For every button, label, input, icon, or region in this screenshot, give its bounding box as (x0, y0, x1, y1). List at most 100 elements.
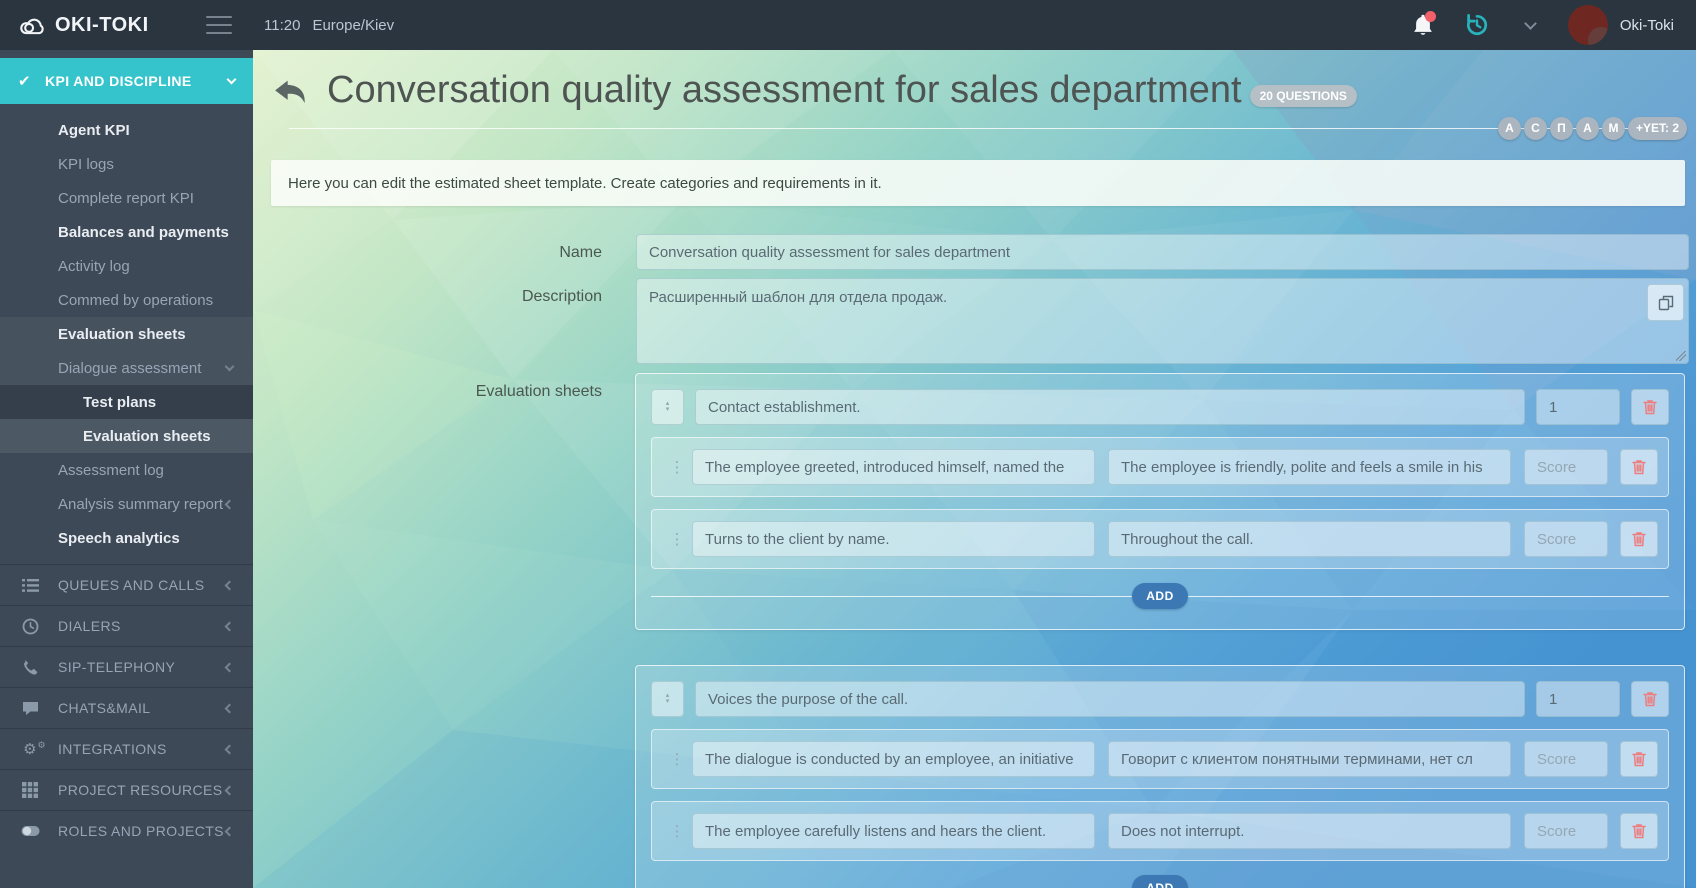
sidebar-item-label: Commed by operations (58, 291, 214, 309)
cloud-logo-icon (20, 18, 44, 35)
chevron-left-icon (224, 785, 235, 795)
user-avatar-badge[interactable]: M (1601, 117, 1625, 140)
sidebar-item-assessment-log[interactable]: Assessment log (0, 453, 253, 487)
score-input[interactable] (1524, 521, 1608, 557)
copy-icon (1658, 295, 1673, 310)
info-banner: Here you can edit the estimated sheet te… (271, 160, 1685, 206)
sidebar: ✔ KPI AND DISCIPLINE Agent KPI KPI logs … (0, 50, 253, 888)
sidebar-item-kpi-and-discipline[interactable]: ✔ KPI AND DISCIPLINE (0, 58, 253, 104)
category-weight-input[interactable] (1536, 389, 1620, 425)
user-avatar-badge[interactable]: П (1549, 117, 1573, 140)
account-menu-button[interactable] (1504, 0, 1558, 50)
brand-logo[interactable]: OKI-TOKI (0, 14, 190, 37)
sidebar-item-complete-report-kpi[interactable]: Complete report KPI (0, 181, 253, 215)
delete-question-button[interactable] (1620, 813, 1658, 849)
add-question-button[interactable]: ADD (1132, 583, 1188, 609)
score-input[interactable] (1524, 449, 1608, 485)
delete-question-button[interactable] (1620, 521, 1658, 557)
notifications-button[interactable] (1396, 0, 1450, 50)
delete-category-button[interactable] (1631, 681, 1669, 717)
drag-handle-icon[interactable]: ⋮ (669, 823, 685, 840)
criterion-input[interactable] (1108, 741, 1511, 777)
sidebar-item-label: KPI logs (58, 155, 114, 173)
back-button[interactable] (271, 74, 311, 119)
delete-question-button[interactable] (1620, 449, 1658, 485)
name-input[interactable] (636, 234, 1689, 270)
delete-category-button[interactable] (1631, 389, 1669, 425)
add-question-button[interactable]: ADD (1132, 875, 1188, 888)
user-avatar-badge[interactable]: A (1497, 117, 1521, 140)
sidebar-item-commed-by-operations[interactable]: Commed by operations (0, 283, 253, 317)
sidebar-item-test-plans[interactable]: Test plans (0, 385, 253, 419)
sidebar-item-evaluation-sheets[interactable]: Evaluation sheets (0, 317, 253, 351)
background-pattern (253, 50, 1696, 888)
chevron-left-icon (224, 826, 235, 836)
category-name-input[interactable] (695, 389, 1525, 425)
category-name-input[interactable] (695, 681, 1525, 717)
add-row: ADD (651, 571, 1669, 621)
criterion-input[interactable] (1108, 449, 1511, 485)
criterion-input[interactable] (1108, 521, 1511, 557)
sidebar-item-evaluation-sheets-active[interactable]: Evaluation sheets (0, 419, 253, 453)
criterion-input[interactable] (1108, 813, 1511, 849)
sidebar-section-project-resources[interactable]: PROJECT RESOURCES (0, 769, 253, 810)
avatar[interactable] (1567, 5, 1608, 45)
user-avatar-badge[interactable]: C (1523, 117, 1547, 140)
sidebar-section-queues-and-calls[interactable]: QUEUES AND CALLS (0, 564, 253, 605)
sidebar-section-label: QUEUES AND CALLS (58, 577, 205, 593)
category-weight-input[interactable] (1536, 681, 1620, 717)
question-input[interactable] (692, 741, 1095, 777)
sidebar-item-speech-analytics[interactable]: Speech analytics (0, 521, 253, 555)
description-textarea[interactable]: Расширенный шаблон для отдела продаж. (636, 278, 1689, 364)
trash-icon (1632, 532, 1646, 547)
sidebar-section-sip-telephony[interactable]: SIP-TELEPHONY (0, 646, 253, 687)
user-avatar-badge[interactable]: A (1575, 117, 1599, 140)
sidebar-item-label: KPI AND DISCIPLINE (44, 73, 192, 89)
sidebar-item-analysis-summary-report[interactable]: Analysis summary report (0, 487, 253, 521)
sidebar-item-dialogue-assessment[interactable]: Dialogue assessment (0, 351, 253, 385)
sort-handle-button[interactable]: ▴ ▾ (651, 681, 684, 717)
sidebar-item-balances-and-payments[interactable]: Balances and payments (0, 215, 253, 249)
menu-toggle-icon[interactable] (206, 16, 232, 34)
sidebar-section-roles-and-projects[interactable]: ROLES AND PROJECTS (0, 810, 253, 851)
sidebar-section-integrations[interactable]: ⚙ ⚙ INTEGRATIONS (0, 728, 253, 769)
header-divider (289, 128, 1687, 129)
trash-icon (1632, 752, 1646, 767)
sidebar-section-dialers[interactable]: DIALERS (0, 605, 253, 646)
clock: 11:20 Europe/Kiev (264, 17, 394, 34)
drag-handle-icon[interactable]: ⋮ (669, 751, 685, 768)
notification-dot (1424, 11, 1436, 22)
topbar-right: Oki-Toki (1396, 0, 1696, 50)
description-wrap: Расширенный шаблон для отдела продаж. (636, 278, 1689, 364)
time-value: 11:20 (264, 16, 301, 34)
drag-handle-icon[interactable]: ⋮ (669, 459, 685, 476)
resize-handle[interactable] (1676, 351, 1686, 361)
evaluation-sheets-label: Evaluation sheets (475, 383, 602, 400)
question-row: ⋮ (651, 729, 1669, 789)
drag-handle-icon[interactable]: ⋮ (669, 531, 685, 548)
copy-button[interactable] (1647, 284, 1684, 321)
sort-handle-button[interactable]: ▴ ▾ (651, 389, 684, 425)
sidebar-item-activity-log[interactable]: Activity log (0, 249, 253, 283)
history-button[interactable] (1450, 0, 1504, 50)
sidebar-item-agent-kpi[interactable]: Agent KPI (0, 113, 253, 147)
history-icon (1466, 14, 1487, 35)
more-users-badge[interactable]: +YET: 2 (1627, 117, 1687, 140)
sidebar-item-kpi-logs[interactable]: KPI logs (0, 147, 253, 181)
sidebar-section-chats-mail[interactable]: CHATS&MAIL (0, 687, 253, 728)
question-input[interactable] (692, 521, 1095, 557)
category-group: ▴▾ ⋮ ⋮ (635, 665, 1685, 888)
sidebar-item-label: Analysis summary report (58, 495, 224, 513)
score-input[interactable] (1524, 741, 1608, 777)
question-row: ⋮ (651, 801, 1669, 861)
sort-up-down-icon: ▴ ▾ (665, 400, 670, 413)
sidebar-item-label: Dialogue assessment (58, 359, 202, 377)
question-input[interactable] (692, 813, 1095, 849)
page-title-row: Conversation quality assessment for sale… (327, 66, 1357, 114)
delete-question-button[interactable] (1620, 741, 1658, 777)
score-input[interactable] (1524, 813, 1608, 849)
grid-icon (18, 782, 42, 798)
check-icon: ✔ (18, 73, 31, 90)
question-input[interactable] (692, 449, 1095, 485)
